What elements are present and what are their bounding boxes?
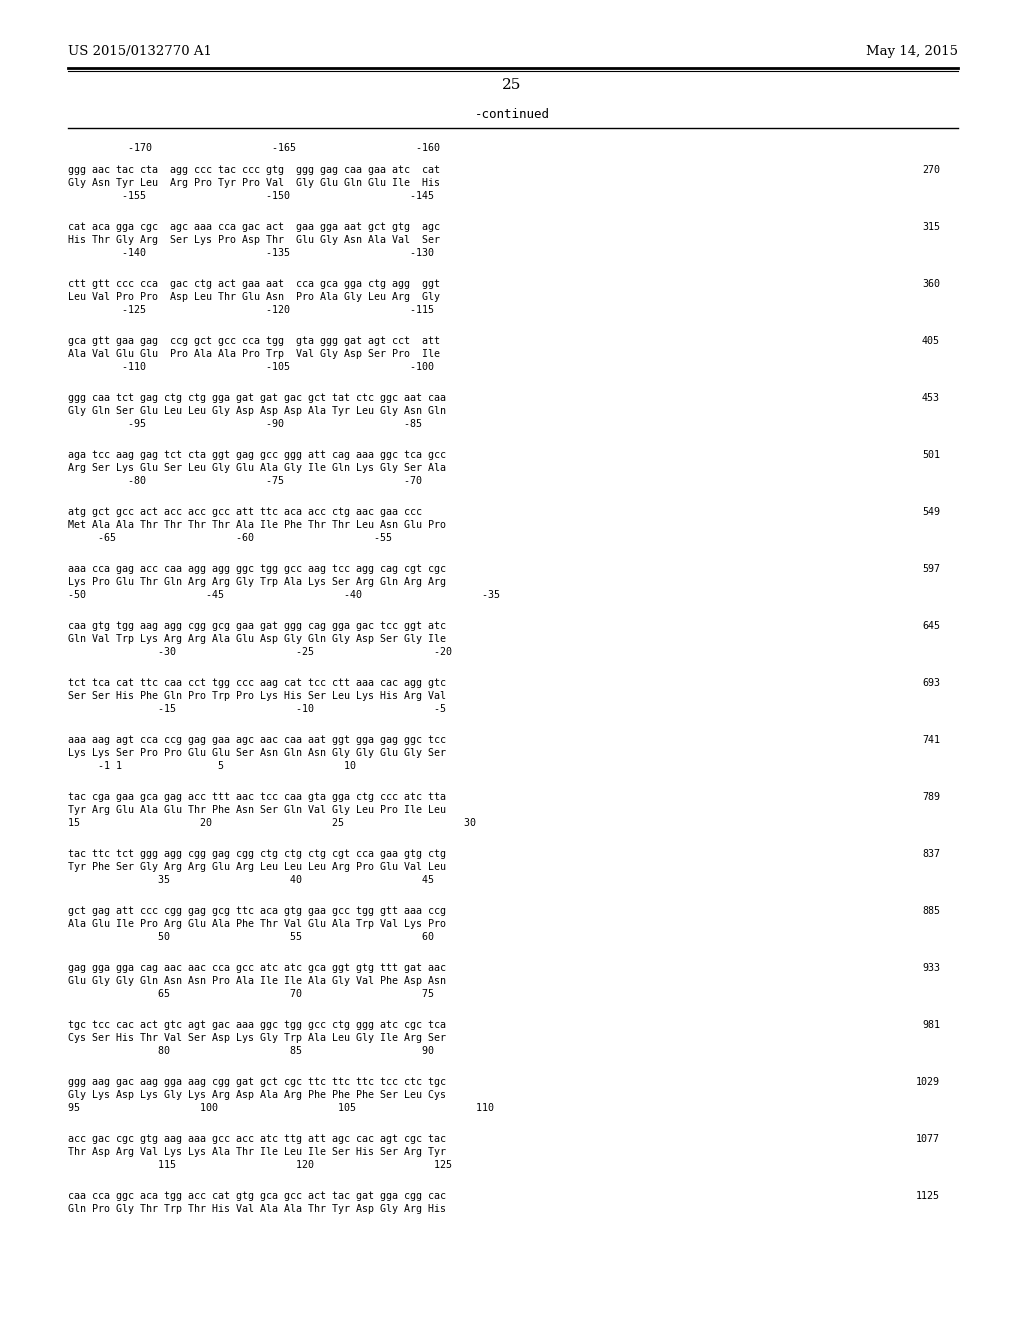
Text: tgc tcc cac act gtc agt gac aaa ggc tgg gcc ctg ggg atc cgc tca: tgc tcc cac act gtc agt gac aaa ggc tgg … [68, 1020, 446, 1030]
Text: ggg caa tct gag ctg ctg gga gat gat gac gct tat ctc ggc aat caa: ggg caa tct gag ctg ctg gga gat gat gac … [68, 393, 446, 403]
Text: 549: 549 [922, 507, 940, 517]
Text: -140                    -135                    -130: -140 -135 -130 [68, 248, 434, 257]
Text: Gly Gln Ser Glu Leu Leu Gly Asp Asp Asp Ala Tyr Leu Gly Asn Gln: Gly Gln Ser Glu Leu Leu Gly Asp Asp Asp … [68, 407, 446, 416]
Text: aaa aag agt cca ccg gag gaa agc aac caa aat ggt gga gag ggc tcc: aaa aag agt cca ccg gag gaa agc aac caa … [68, 735, 446, 744]
Text: 405: 405 [922, 337, 940, 346]
Text: Gln Pro Gly Thr Trp Thr His Val Ala Ala Thr Tyr Asp Gly Arg His: Gln Pro Gly Thr Trp Thr His Val Ala Ala … [68, 1204, 446, 1214]
Text: Ala Glu Ile Pro Arg Glu Ala Phe Thr Val Glu Ala Trp Val Lys Pro: Ala Glu Ile Pro Arg Glu Ala Phe Thr Val … [68, 919, 446, 929]
Text: tac cga gaa gca gag acc ttt aac tcc caa gta gga ctg ccc atc tta: tac cga gaa gca gag acc ttt aac tcc caa … [68, 792, 446, 803]
Text: 981: 981 [922, 1020, 940, 1030]
Text: US 2015/0132770 A1: US 2015/0132770 A1 [68, 45, 212, 58]
Text: 80                    85                    90: 80 85 90 [68, 1045, 434, 1056]
Text: Gly Lys Asp Lys Gly Lys Arg Asp Ala Arg Phe Phe Phe Ser Leu Cys: Gly Lys Asp Lys Gly Lys Arg Asp Ala Arg … [68, 1090, 446, 1100]
Text: 1077: 1077 [916, 1134, 940, 1144]
Text: 645: 645 [922, 620, 940, 631]
Text: Met Ala Ala Thr Thr Thr Thr Ala Ile Phe Thr Thr Leu Asn Glu Pro: Met Ala Ala Thr Thr Thr Thr Ala Ile Phe … [68, 520, 446, 531]
Text: -80                    -75                    -70: -80 -75 -70 [68, 477, 422, 486]
Text: ggg aag gac aag gga aag cgg gat gct cgc ttc ttc ttc tcc ctc tgc: ggg aag gac aag gga aag cgg gat gct cgc … [68, 1077, 446, 1086]
Text: ctt gtt ccc cca  gac ctg act gaa aat  cca gca gga ctg agg  ggt: ctt gtt ccc cca gac ctg act gaa aat cca … [68, 279, 440, 289]
Text: -155                    -150                    -145: -155 -150 -145 [68, 191, 434, 201]
Text: 15                    20                    25                    30: 15 20 25 30 [68, 818, 476, 828]
Text: caa cca ggc aca tgg acc cat gtg gca gcc act tac gat gga cgg cac: caa cca ggc aca tgg acc cat gtg gca gcc … [68, 1191, 446, 1201]
Text: atg gct gcc act acc acc gcc att ttc aca acc ctg aac gaa ccc: atg gct gcc act acc acc gcc att ttc aca … [68, 507, 422, 517]
Text: -30                    -25                    -20: -30 -25 -20 [68, 647, 452, 657]
Text: -50                    -45                    -40                    -35: -50 -45 -40 -35 [68, 590, 500, 601]
Text: 95                    100                    105                    110: 95 100 105 110 [68, 1104, 494, 1113]
Text: Glu Gly Gly Gln Asn Asn Pro Ala Ile Ile Ala Gly Val Phe Asp Asn: Glu Gly Gly Gln Asn Asn Pro Ala Ile Ile … [68, 975, 446, 986]
Text: Leu Val Pro Pro  Asp Leu Thr Glu Asn  Pro Ala Gly Leu Arg  Gly: Leu Val Pro Pro Asp Leu Thr Glu Asn Pro … [68, 292, 440, 302]
Text: 837: 837 [922, 849, 940, 859]
Text: caa gtg tgg aag agg cgg gcg gaa gat ggg cag gga gac tcc ggt atc: caa gtg tgg aag agg cgg gcg gaa gat ggg … [68, 620, 446, 631]
Text: Arg Ser Lys Glu Ser Leu Gly Glu Ala Gly Ile Gln Lys Gly Ser Ala: Arg Ser Lys Glu Ser Leu Gly Glu Ala Gly … [68, 463, 446, 473]
Text: 315: 315 [922, 222, 940, 232]
Text: -170                    -165                    -160: -170 -165 -160 [68, 143, 440, 153]
Text: Lys Pro Glu Thr Gln Arg Arg Gly Trp Ala Lys Ser Arg Gln Arg Arg: Lys Pro Glu Thr Gln Arg Arg Gly Trp Ala … [68, 577, 446, 587]
Text: cat aca gga cgc  agc aaa cca gac act  gaa gga aat gct gtg  agc: cat aca gga cgc agc aaa cca gac act gaa … [68, 222, 440, 232]
Text: 933: 933 [922, 964, 940, 973]
Text: gct gag att ccc cgg gag gcg ttc aca gtg gaa gcc tgg gtt aaa ccg: gct gag att ccc cgg gag gcg ttc aca gtg … [68, 906, 446, 916]
Text: Gly Asn Tyr Leu  Arg Pro Tyr Pro Val  Gly Glu Gln Glu Ile  His: Gly Asn Tyr Leu Arg Pro Tyr Pro Val Gly … [68, 178, 440, 187]
Text: gag gga gga cag aac aac cca gcc atc atc gca ggt gtg ttt gat aac: gag gga gga cag aac aac cca gcc atc atc … [68, 964, 446, 973]
Text: tac ttc tct ggg agg cgg gag cgg ctg ctg ctg cgt cca gaa gtg ctg: tac ttc tct ggg agg cgg gag cgg ctg ctg … [68, 849, 446, 859]
Text: -15                    -10                    -5: -15 -10 -5 [68, 704, 446, 714]
Text: 1029: 1029 [916, 1077, 940, 1086]
Text: Tyr Phe Ser Gly Arg Arg Glu Arg Leu Leu Leu Arg Pro Glu Val Leu: Tyr Phe Ser Gly Arg Arg Glu Arg Leu Leu … [68, 862, 446, 873]
Text: May 14, 2015: May 14, 2015 [866, 45, 958, 58]
Text: 885: 885 [922, 906, 940, 916]
Text: -125                    -120                    -115: -125 -120 -115 [68, 305, 434, 315]
Text: His Thr Gly Arg  Ser Lys Pro Asp Thr  Glu Gly Asn Ala Val  Ser: His Thr Gly Arg Ser Lys Pro Asp Thr Glu … [68, 235, 440, 246]
Text: 360: 360 [922, 279, 940, 289]
Text: 693: 693 [922, 678, 940, 688]
Text: 597: 597 [922, 564, 940, 574]
Text: 1125: 1125 [916, 1191, 940, 1201]
Text: -65                    -60                    -55: -65 -60 -55 [68, 533, 392, 543]
Text: 270: 270 [922, 165, 940, 176]
Text: Tyr Arg Glu Ala Glu Thr Phe Asn Ser Gln Val Gly Leu Pro Ile Leu: Tyr Arg Glu Ala Glu Thr Phe Asn Ser Gln … [68, 805, 446, 814]
Text: aaa cca gag acc caa agg agg ggc tgg gcc aag tcc agg cag cgt cgc: aaa cca gag acc caa agg agg ggc tgg gcc … [68, 564, 446, 574]
Text: -95                    -90                    -85: -95 -90 -85 [68, 418, 422, 429]
Text: 25: 25 [503, 78, 521, 92]
Text: Lys Lys Ser Pro Pro Glu Glu Ser Asn Gln Asn Gly Gly Glu Gly Ser: Lys Lys Ser Pro Pro Glu Glu Ser Asn Gln … [68, 748, 446, 758]
Text: 65                    70                    75: 65 70 75 [68, 989, 434, 999]
Text: aga tcc aag gag tct cta ggt gag gcc ggg att cag aaa ggc tca gcc: aga tcc aag gag tct cta ggt gag gcc ggg … [68, 450, 446, 459]
Text: Ser Ser His Phe Gln Pro Trp Pro Lys His Ser Leu Lys His Arg Val: Ser Ser His Phe Gln Pro Trp Pro Lys His … [68, 690, 446, 701]
Text: 35                    40                    45: 35 40 45 [68, 875, 434, 884]
Text: 741: 741 [922, 735, 940, 744]
Text: 501: 501 [922, 450, 940, 459]
Text: 50                    55                    60: 50 55 60 [68, 932, 434, 942]
Text: Gln Val Trp Lys Arg Arg Ala Glu Asp Gly Gln Gly Asp Ser Gly Ile: Gln Val Trp Lys Arg Arg Ala Glu Asp Gly … [68, 634, 446, 644]
Text: gca gtt gaa gag  ccg gct gcc cca tgg  gta ggg gat agt cct  att: gca gtt gaa gag ccg gct gcc cca tgg gta … [68, 337, 440, 346]
Text: 453: 453 [922, 393, 940, 403]
Text: 115                    120                    125: 115 120 125 [68, 1160, 452, 1170]
Text: -1 1                5                    10: -1 1 5 10 [68, 762, 356, 771]
Text: tct tca cat ttc caa cct tgg ccc aag cat tcc ctt aaa cac agg gtc: tct tca cat ttc caa cct tgg ccc aag cat … [68, 678, 446, 688]
Text: -continued: -continued [474, 108, 550, 121]
Text: -110                    -105                    -100: -110 -105 -100 [68, 362, 434, 372]
Text: 789: 789 [922, 792, 940, 803]
Text: Thr Asp Arg Val Lys Lys Ala Thr Ile Leu Ile Ser His Ser Arg Tyr: Thr Asp Arg Val Lys Lys Ala Thr Ile Leu … [68, 1147, 446, 1158]
Text: Cys Ser His Thr Val Ser Asp Lys Gly Trp Ala Leu Gly Ile Arg Ser: Cys Ser His Thr Val Ser Asp Lys Gly Trp … [68, 1034, 446, 1043]
Text: Ala Val Glu Glu  Pro Ala Ala Pro Trp  Val Gly Asp Ser Pro  Ile: Ala Val Glu Glu Pro Ala Ala Pro Trp Val … [68, 348, 440, 359]
Text: ggg aac tac cta  agg ccc tac ccc gtg  ggg gag caa gaa atc  cat: ggg aac tac cta agg ccc tac ccc gtg ggg … [68, 165, 440, 176]
Text: acc gac cgc gtg aag aaa gcc acc atc ttg att agc cac agt cgc tac: acc gac cgc gtg aag aaa gcc acc atc ttg … [68, 1134, 446, 1144]
